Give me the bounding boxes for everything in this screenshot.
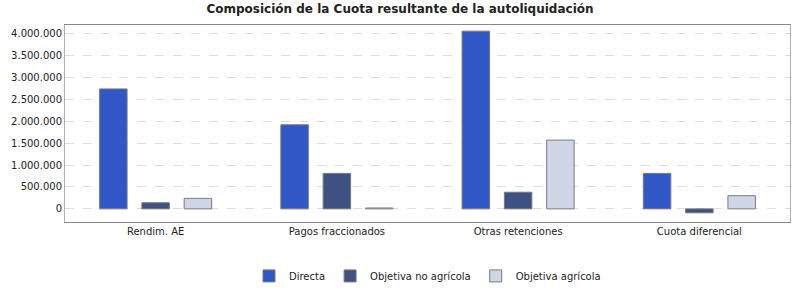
svg-text:Directa: Directa <box>289 271 325 282</box>
svg-text:1.000.000: 1.000.000 <box>11 160 62 171</box>
svg-text:Rendim. AE: Rendim. AE <box>127 226 184 237</box>
svg-text:1.500.000: 1.500.000 <box>11 138 62 149</box>
svg-text:Composición de la Cuota result: Composición de la Cuota resultante de la… <box>206 2 593 16</box>
svg-text:3.500.000: 3.500.000 <box>11 50 62 61</box>
svg-text:Pagos fraccionados: Pagos fraccionados <box>289 226 385 237</box>
svg-text:Otras retenciones: Otras retenciones <box>474 226 563 237</box>
svg-text:500.000: 500.000 <box>21 181 62 192</box>
svg-text:Cuota diferencial: Cuota diferencial <box>657 226 742 237</box>
svg-text:2.500.000: 2.500.000 <box>11 94 62 105</box>
svg-text:Objetiva agrícola: Objetiva agrícola <box>516 271 601 282</box>
svg-text:0: 0 <box>56 203 62 214</box>
svg-text:2.000.000: 2.000.000 <box>11 116 62 127</box>
svg-text:3.000.000: 3.000.000 <box>11 72 62 83</box>
svg-text:4.000.000: 4.000.000 <box>11 28 62 39</box>
svg-text:Objetiva no agrícola: Objetiva no agrícola <box>370 271 471 282</box>
